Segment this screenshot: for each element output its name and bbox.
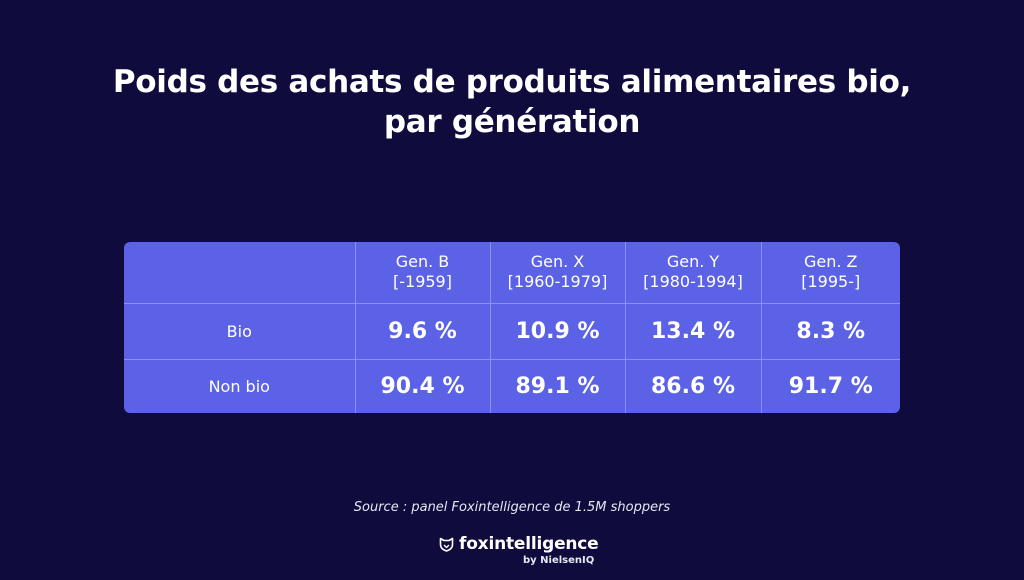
table-header-row: Gen. B [-1959] Gen. X [1960-1979] Gen. Y… [124,242,900,304]
brand-subtitle: by NielsenIQ [523,555,595,566]
cell-non-bio-gen-b: 90.4 % [354,358,491,413]
cell-bio-gen-z: 8.3 % [760,302,900,360]
header-gen-y: Gen. Y [1980-1994] [624,242,762,304]
header-gen-b-range: [-1959] [393,272,452,292]
header-gen-y-range: [1980-1994] [643,272,743,292]
row-label-bio: Bio [124,302,356,360]
header-gen-y-name: Gen. Y [666,252,720,272]
header-gen-x-range: [1960-1979] [507,272,608,292]
data-table: Gen. B [-1959] Gen. X [1960-1979] Gen. Y… [124,242,900,413]
fox-shield-icon [439,537,454,552]
header-gen-b: Gen. B [-1959] [354,242,491,304]
header-gen-z-range: [1995-] [801,272,861,292]
title-line-2: par génération [383,104,641,140]
header-gen-b-name: Gen. B [395,252,450,272]
brand-name: foxintelligence [459,534,599,554]
cell-bio-gen-b: 9.6 % [354,302,491,360]
header-gen-x-name: Gen. X [530,252,585,272]
header-corner-cell [124,242,356,304]
brand-logo: foxintelligence by NielsenIQ [0,534,1024,570]
cell-non-bio-gen-x: 89.1 % [489,358,626,413]
cell-non-bio-gen-y: 86.6 % [624,358,762,413]
header-gen-x: Gen. X [1960-1979] [489,242,626,304]
page-title: Poids des achats de produits alimentaire… [0,62,1024,142]
row-label-non-bio: Non bio [124,358,356,413]
table-row-non-bio: Non bio 90.4 % 89.1 % 86.6 % 91.7 % [124,358,900,413]
header-gen-z: Gen. Z [1995-] [760,242,900,304]
cell-bio-gen-y: 13.4 % [624,302,762,360]
title-line-1: Poids des achats de produits alimentaire… [112,64,912,100]
source-note: Source : panel Foxintelligence de 1.5M s… [353,500,671,515]
header-gen-z-name: Gen. Z [803,252,858,272]
cell-non-bio-gen-z: 91.7 % [760,358,900,413]
table-row-bio: Bio 9.6 % 10.9 % 13.4 % 8.3 % [124,302,900,360]
cell-bio-gen-x: 10.9 % [489,302,626,360]
